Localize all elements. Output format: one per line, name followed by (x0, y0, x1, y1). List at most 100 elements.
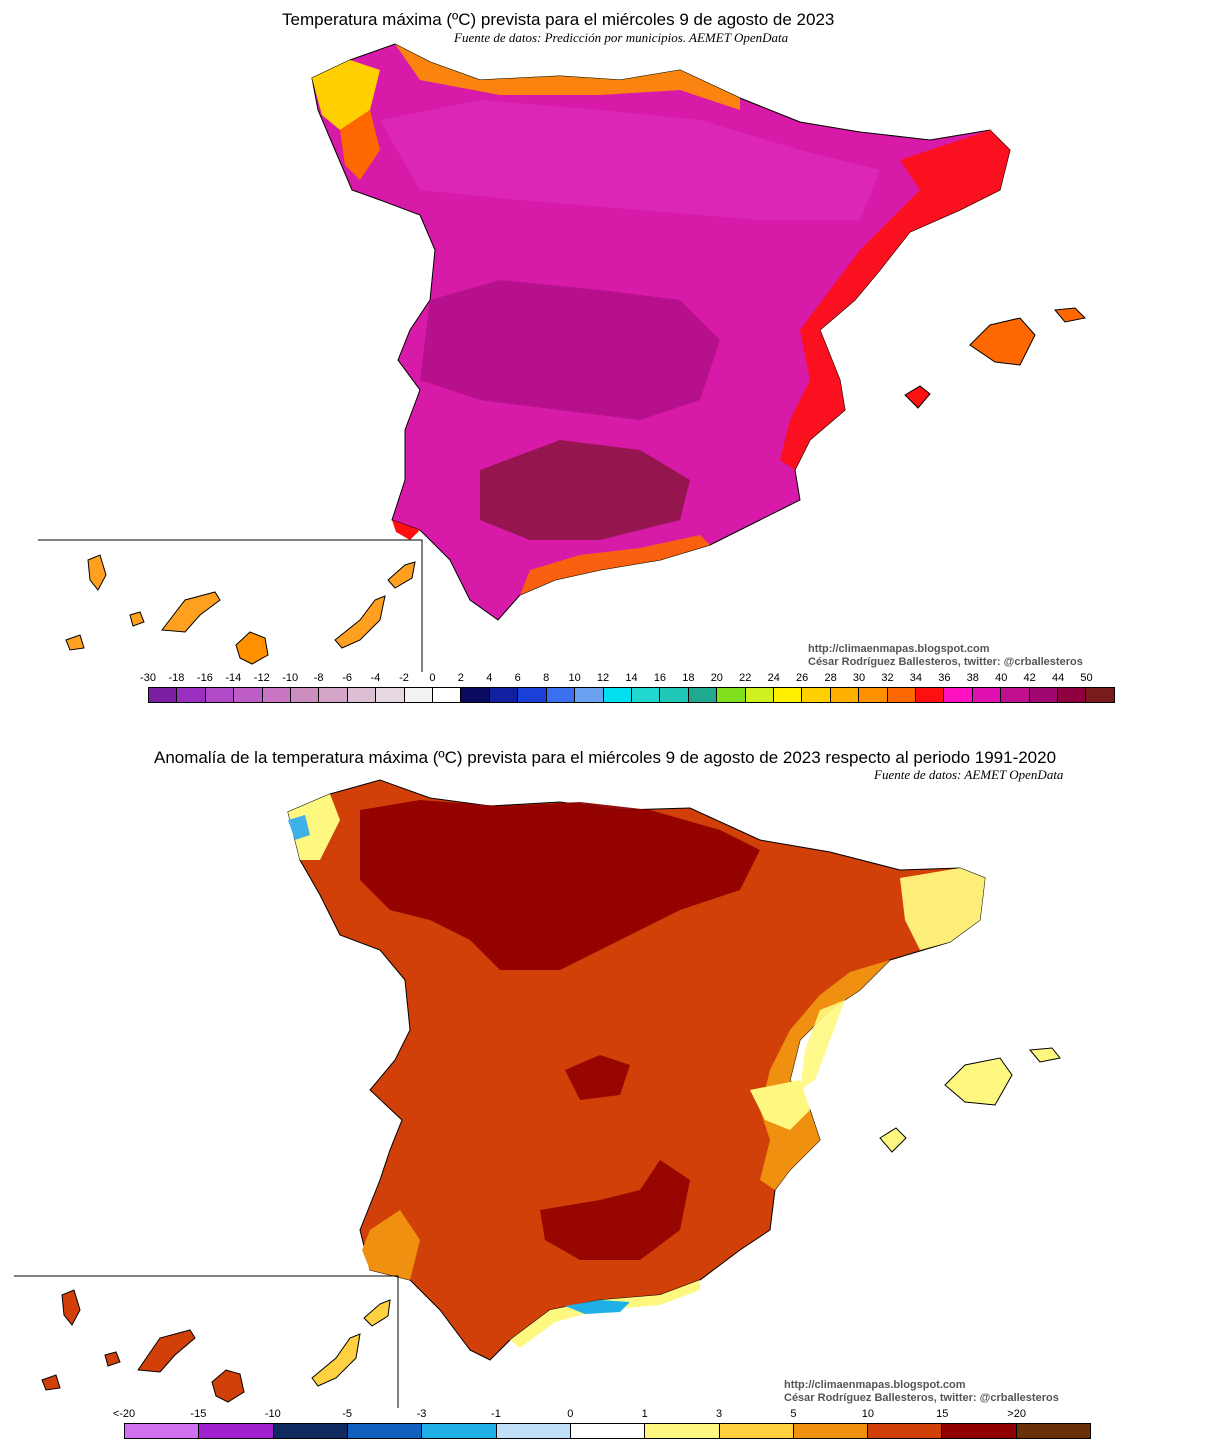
map2-canary-inset-frame (14, 1275, 399, 1408)
legend-tick-label: 20 (710, 672, 723, 684)
legend-tick-label: 34 (909, 672, 923, 684)
map1-north-band (380, 100, 880, 220)
legend-swatch (489, 688, 519, 702)
map2-center-dark (565, 1055, 630, 1100)
legend-swatch (1001, 688, 1030, 702)
legend-tick-label: -18 (168, 672, 185, 684)
legend-swatch (868, 1424, 943, 1438)
map1-mediterranean-coast (780, 130, 1010, 470)
legend-tick-label: 0 (567, 1408, 574, 1420)
legend-tick-label: -10 (264, 1408, 281, 1420)
map1-legend-ticks: -30 -18 -16 -14 -12 -10 -8 -6 -4 -2 0 2 4 6 8 10 12 14 16 1… (140, 672, 1115, 687)
legend-swatch (1058, 688, 1087, 702)
legend-tick-label: 5 (790, 1408, 797, 1420)
map2-south-coast-blue (565, 1300, 630, 1314)
legend-tick-label: 30 (852, 672, 866, 684)
legend-tick-label: 38 (966, 672, 979, 684)
legend-tick-label: 36 (938, 672, 951, 684)
map2-title: Anomalía de la temperatura máxima (ºC) p… (154, 748, 1057, 767)
legend-swatch (125, 1424, 200, 1438)
legend-swatch (496, 1424, 571, 1438)
map1-mallorca (969, 317, 1036, 366)
map1-credit-author: César Rodríguez Ballesteros, twitter: @c… (808, 656, 1083, 668)
legend-swatch (660, 688, 689, 702)
legend-tick-label: 14 (625, 672, 638, 684)
map1-canary-lanzarote (387, 561, 416, 589)
map1-credit: http://climaenmapas.blogspot.com César R… (808, 643, 1083, 669)
map1-canary-tenerife (161, 591, 221, 633)
legend-tick-label: 26 (796, 672, 809, 684)
legend-swatch (376, 688, 405, 702)
map2-mallorca (944, 1057, 1013, 1106)
legend-tick-label: -15 (190, 1408, 207, 1420)
map2-canary-fuerteventura (311, 1333, 361, 1387)
legend-tick-label: 28 (824, 672, 837, 684)
legend-swatch (575, 688, 604, 702)
map2-ibiza (879, 1127, 907, 1153)
legend-swatch (793, 1424, 869, 1438)
map2-canary-lanzarote (363, 1299, 391, 1327)
legend-swatch (944, 688, 973, 702)
legend-swatch (645, 1424, 720, 1438)
map2-legend-ticks: <-20 -15 -10 -5 -3 -1 0 1 3 5 10 15 >20 (113, 1408, 1091, 1423)
legend-tick-label: 40 (995, 672, 1008, 684)
legend-swatch (404, 688, 434, 702)
legend-tick-label: 6 (514, 672, 521, 684)
legend-tick-label: 12 (596, 672, 610, 684)
map2-credit: http://climaenmapas.blogspot.com César R… (784, 1379, 1059, 1405)
legend-swatch (773, 688, 803, 702)
map1-galicia-coast (312, 60, 380, 130)
legend-tick-label: <-20 (112, 1408, 136, 1420)
legend-tick-label: -2 (399, 672, 409, 684)
legend-swatch (205, 688, 235, 702)
legend-swatch (570, 1424, 646, 1438)
map1-hot-core-south (480, 440, 690, 540)
legend-swatch (942, 1424, 1017, 1438)
legend-swatch (802, 688, 831, 702)
map2-levant-cool (800, 1000, 845, 1090)
map2-valencia-cool (750, 1080, 810, 1130)
legend-swatch (631, 688, 661, 702)
legend-swatch (347, 688, 377, 702)
legend-swatch (319, 688, 348, 702)
legend-tick-label: 1 (641, 1408, 648, 1420)
legend-tick-label: 42 (1023, 672, 1036, 684)
map2-credit-url: http://climaenmapas.blogspot.com (784, 1379, 966, 1391)
legend-swatch (461, 688, 490, 702)
legend-tick-label: 44 (1051, 672, 1065, 684)
map2-south-dark (540, 1160, 690, 1260)
map1-south-coast (520, 535, 710, 595)
map2-levant-coast (760, 960, 890, 1190)
map2-source: Fuente de datos: AEMET OpenData (874, 767, 1064, 782)
map1-menorca (1054, 307, 1087, 323)
legend-swatch (830, 688, 860, 702)
legend-swatch (273, 1424, 348, 1438)
legend-tick-label: 10 (861, 1408, 874, 1420)
legend-swatch (149, 688, 178, 702)
map2-legend-bar (124, 1423, 1091, 1439)
map2-canvas (14, 779, 1061, 1408)
legend-tick-label: 16 (653, 672, 667, 684)
map2-menorca (1029, 1047, 1061, 1063)
map2-canary-el-hierro (41, 1374, 61, 1391)
legend-tick-label: 4 (486, 672, 493, 684)
legend-tick-label: 2 (457, 672, 464, 684)
legend-swatch (518, 688, 547, 702)
map2-huelva-coast (362, 1210, 420, 1280)
map2-galicia-cool (288, 794, 340, 860)
map2-south-coast (510, 1280, 700, 1348)
legend-tick-label: -6 (342, 672, 352, 684)
legend-swatch (546, 688, 576, 702)
map1-galicia-edge (340, 110, 380, 180)
map1-source: Fuente de datos: Predicción por municipi… (454, 30, 789, 45)
map2-canary-tenerife (137, 1329, 196, 1373)
legend-tick-label: >20 (1007, 1408, 1026, 1420)
legend-tick-label: -30 (140, 672, 156, 684)
legend-tick-label: 24 (767, 672, 780, 684)
legend-swatch (199, 1424, 274, 1438)
legend-swatch (177, 688, 206, 702)
legend-swatch (262, 688, 292, 702)
map1-canary-fuerteventura (334, 595, 386, 649)
legend-swatch (887, 688, 916, 702)
map1-ibiza (904, 385, 931, 409)
